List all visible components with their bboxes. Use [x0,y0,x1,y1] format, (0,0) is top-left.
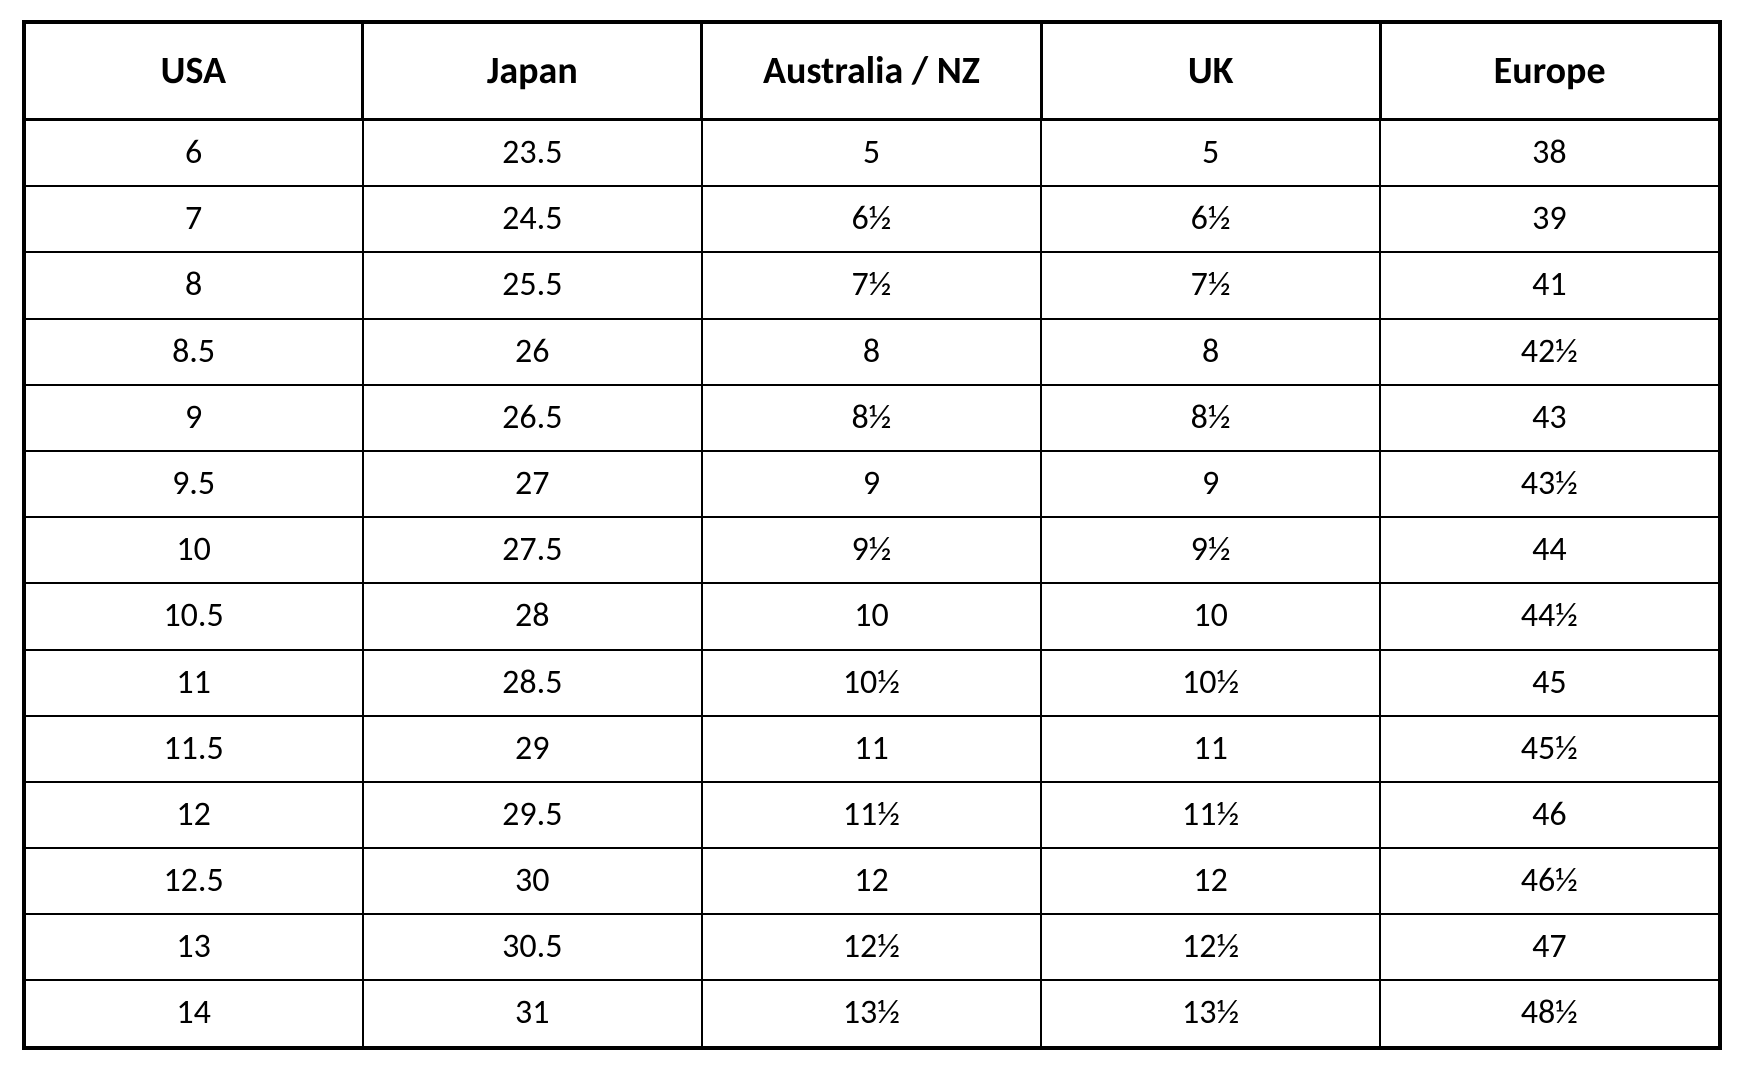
table-cell: 29.5 [363,782,702,848]
table-cell: 13½ [702,980,1041,1047]
table-row: 11.529111145½ [24,716,1720,782]
table-cell: 6½ [702,186,1041,252]
table-cell: 26.5 [363,385,702,451]
table-row: 1330.512½12½47 [24,914,1720,980]
table-cell: 29 [363,716,702,782]
table-cell: 11 [24,650,363,716]
table-cell: 43½ [1380,451,1719,517]
table-cell: 23.5 [363,120,702,187]
table-cell: 46 [1380,782,1719,848]
table-cell: 10½ [1041,650,1380,716]
header-cell: USA [24,22,363,120]
table-cell: 12 [1041,848,1380,914]
table-cell: 11.5 [24,716,363,782]
table-cell: 39 [1380,186,1719,252]
table-cell: 43 [1380,385,1719,451]
table-cell: 6 [24,120,363,187]
table-cell: 31 [363,980,702,1047]
table-row: 1229.511½11½46 [24,782,1720,848]
table-cell: 27 [363,451,702,517]
table-cell: 30 [363,848,702,914]
table-row: 926.58½8½43 [24,385,1720,451]
table-cell: 26 [363,319,702,385]
table-cell: 46½ [1380,848,1719,914]
table-cell: 5 [1041,120,1380,187]
table-cell: 27.5 [363,517,702,583]
table-cell: 9½ [702,517,1041,583]
table-row: 825.57½7½41 [24,252,1720,318]
table-cell: 12½ [702,914,1041,980]
table-cell: 8½ [1041,385,1380,451]
table-cell: 11 [702,716,1041,782]
table-cell: 6½ [1041,186,1380,252]
table-row: 143113½13½48½ [24,980,1720,1047]
header-cell: Europe [1380,22,1719,120]
table-cell: 12 [702,848,1041,914]
table-cell: 12.5 [24,848,363,914]
size-chart-table: USAJapanAustralia / NZUKEurope 623.55538… [22,20,1722,1050]
table-row: 9.5279943½ [24,451,1720,517]
header-cell: Australia / NZ [702,22,1041,120]
table-cell: 9.5 [24,451,363,517]
table-cell: 30.5 [363,914,702,980]
table-cell: 24.5 [363,186,702,252]
table-cell: 13½ [1041,980,1380,1047]
table-cell: 8 [1041,319,1380,385]
table-cell: 8½ [702,385,1041,451]
table-cell: 8 [24,252,363,318]
table-cell: 44½ [1380,583,1719,649]
table-cell: 10 [702,583,1041,649]
header-row: USAJapanAustralia / NZUKEurope [24,22,1720,120]
table-cell: 7½ [1041,252,1380,318]
size-chart-container: USAJapanAustralia / NZUKEurope 623.55538… [22,20,1722,1050]
table-cell: 48½ [1380,980,1719,1047]
table-cell: 8 [702,319,1041,385]
table-cell: 14 [24,980,363,1047]
table-cell: 9 [1041,451,1380,517]
table-cell: 7 [24,186,363,252]
table-cell: 38 [1380,120,1719,187]
table-body: 623.55538724.56½6½39825.57½7½418.5268842… [24,120,1720,1048]
table-cell: 28.5 [363,650,702,716]
table-cell: 12 [24,782,363,848]
table-cell: 10.5 [24,583,363,649]
table-cell: 44 [1380,517,1719,583]
table-cell: 11½ [1041,782,1380,848]
table-cell: 45 [1380,650,1719,716]
header-cell: Japan [363,22,702,120]
table-cell: 28 [363,583,702,649]
table-cell: 10 [24,517,363,583]
table-cell: 9 [702,451,1041,517]
table-row: 1027.59½9½44 [24,517,1720,583]
table-cell: 10½ [702,650,1041,716]
table-row: 1128.510½10½45 [24,650,1720,716]
table-cell: 5 [702,120,1041,187]
table-cell: 9½ [1041,517,1380,583]
table-cell: 9 [24,385,363,451]
table-cell: 7½ [702,252,1041,318]
table-row: 10.528101044½ [24,583,1720,649]
table-cell: 10 [1041,583,1380,649]
table-cell: 11½ [702,782,1041,848]
table-header: USAJapanAustralia / NZUKEurope [24,22,1720,120]
table-cell: 25.5 [363,252,702,318]
table-cell: 47 [1380,914,1719,980]
header-cell: UK [1041,22,1380,120]
table-cell: 8.5 [24,319,363,385]
table-cell: 11 [1041,716,1380,782]
table-cell: 12½ [1041,914,1380,980]
table-cell: 41 [1380,252,1719,318]
table-row: 12.530121246½ [24,848,1720,914]
table-cell: 13 [24,914,363,980]
table-row: 724.56½6½39 [24,186,1720,252]
table-row: 8.5268842½ [24,319,1720,385]
table-cell: 42½ [1380,319,1719,385]
table-cell: 45½ [1380,716,1719,782]
table-row: 623.55538 [24,120,1720,187]
